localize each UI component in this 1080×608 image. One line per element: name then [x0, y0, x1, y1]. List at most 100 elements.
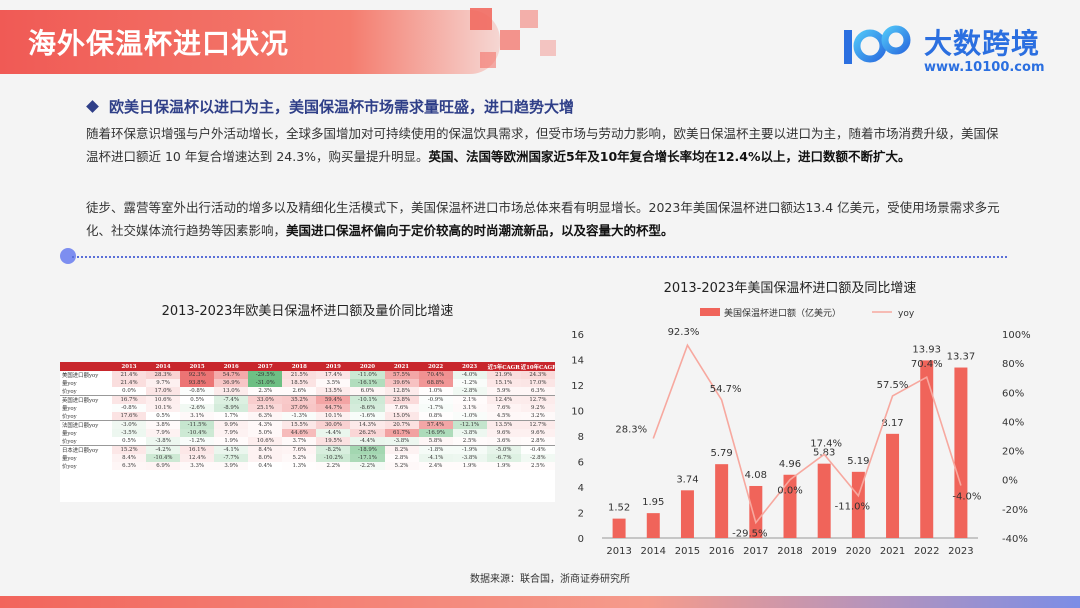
table-cell: 17.4% [316, 371, 351, 379]
table-cell: 33.0% [248, 395, 283, 404]
footer-bar [0, 596, 1080, 608]
bar-data-label: 5.79 [711, 448, 733, 459]
table-cell: 7.9% [214, 429, 249, 437]
x-axis-tick-label: 2016 [709, 546, 734, 557]
legend-bar-label: 美国保温杯进口额（亿美元） [724, 307, 841, 319]
bar [920, 360, 934, 538]
bar [646, 513, 660, 538]
table-cell: -0.8% [189, 388, 205, 394]
x-axis-tick-label: 2013 [606, 546, 631, 557]
table-cell: 54.7% [214, 371, 249, 379]
paragraph-1: 随着环保意识增强与户外活动增长，全球多国增加对可持续使用的保温饮具需求，但受市场… [86, 122, 1006, 168]
bar-data-label: 4.08 [745, 470, 767, 481]
table-row: 量yoy 8.4% -10.4% 12.4% -7.7% 8.0% 5.2% -10.2% -1… [60, 454, 555, 462]
growth-data-table: 2013 2014 2015 2016 2017 2018 2019 2020 2021 2022… [60, 362, 555, 470]
table-cell: 3.9% [214, 462, 248, 470]
y-axis-tick-label: 12 [571, 381, 584, 392]
paragraph-1-highlight: 英国、法国等欧洲国家近5年及10年复合增长率均在12.4%以上，进口数额不断扩大… [428, 149, 911, 164]
table-cell: -0.9% [418, 395, 453, 404]
table-cell: 6.3% [520, 387, 555, 396]
table-cell: 7.6% [282, 445, 317, 454]
table-header-cell: 2023 [452, 362, 487, 371]
table-cell: 24.3% [520, 371, 555, 379]
table-cell: -6.7% [486, 454, 521, 462]
legend-line-label: yoy [898, 309, 915, 319]
bar [715, 464, 729, 538]
table-cell: 9.9% [214, 420, 249, 429]
table-cell: -16.1% [350, 379, 385, 387]
yoy-data-label: 70.4% [911, 359, 943, 370]
table-cell: 21.4% [112, 379, 147, 387]
table-cell: 2.4% [428, 463, 443, 469]
table-row-header: 量yoy [62, 431, 77, 437]
paragraph-2-text: 徒步、露营等室外出行活动的增多以及精细化生活模式下，美国保温杯进口市场总体来看有… [86, 200, 1000, 238]
table-cell: -4.1% [418, 454, 453, 462]
y2-axis-tick-label: 100% [1002, 330, 1031, 341]
table-cell: 8.0% [248, 454, 283, 462]
table-cell: 12.4% [486, 395, 521, 404]
table-cell: 4.5% [486, 412, 521, 421]
chart-title: 2013-2023年美国保温杯进口额及同比增速 [663, 281, 917, 296]
table-cell: 44.6% [282, 429, 317, 437]
table-cell: -4.4% [350, 437, 385, 446]
table-cell: 8.4% [112, 454, 147, 462]
bar-data-label: 5.19 [847, 456, 869, 467]
table-cell: 10.6% [146, 395, 181, 404]
table-cell: 16.7% [112, 395, 147, 404]
divider-dot [60, 248, 76, 264]
x-axis-tick-label: 2021 [880, 546, 905, 557]
table-cell: 17.6% [112, 412, 147, 421]
growth-table: 2013 2014 2015 2016 2017 2018 2019 2020 2021 2022… [60, 362, 555, 502]
table-cell: 13.0% [214, 387, 249, 396]
table-cell: -8.6% [350, 404, 385, 412]
table-cell: 30.0% [316, 420, 351, 429]
table-row: 价yoy 17.6% 0.5% 3.1% 1.7% 6.3% -1.3% 10.1% -1.6%… [60, 412, 555, 421]
table-cell: 21.5% [282, 371, 317, 379]
table-cell: -16.9% [418, 429, 453, 437]
table-row-header: 英国进口额yoy [60, 395, 112, 404]
table-cell: 3.3% [180, 462, 214, 470]
table-cell: 23.8% [384, 395, 419, 404]
table-cell: -12.1% [452, 420, 487, 429]
table-row-header: 日本进口额yoy [60, 445, 112, 454]
y-axis-tick-label: 4 [578, 483, 584, 494]
table-cell: 17.0% [146, 387, 181, 396]
table-cell: -3.5% [112, 429, 147, 437]
decor-pixel [480, 52, 496, 68]
section-heading: 欧美日保温杯以进口为主，美国保温杯市场需求量旺盛，进口趋势大增 [86, 96, 574, 117]
legend-bar-swatch [700, 308, 720, 316]
table-row: 量yoy 21.4% 9.7% 93.8% 36.9% -31.0% 18.5% 3.5% -1… [60, 379, 555, 387]
table-cell: -1.9% [452, 445, 487, 454]
table-header-cell: 2020 [350, 362, 385, 371]
table-row-header: 美国进口额yoy [62, 373, 99, 379]
table-cell: -4.2% [146, 445, 181, 454]
table-cell: -8.9% [214, 404, 249, 412]
table-cell: 1.9% [462, 463, 477, 469]
table-cell: 3.1% [453, 404, 487, 412]
table-cell: 5.2% [282, 454, 317, 462]
bar-data-label: 1.95 [642, 497, 664, 508]
y2-axis-tick-label: 0% [1002, 476, 1018, 487]
bar [680, 490, 694, 538]
table-cell: 36.9% [214, 379, 249, 387]
table-cell: 1.0% [428, 388, 443, 394]
decor-pixel [500, 30, 520, 50]
table-cell: -10.4% [180, 429, 215, 437]
table-row: 量yoy -0.8% 10.1% -2.6% -8.9% 25.1% 37.0% 44.7% -… [60, 404, 555, 412]
table-cell: 10.1% [146, 404, 181, 412]
y2-axis-tick-label: -40% [1002, 534, 1028, 545]
yoy-data-label: 57.5% [877, 380, 909, 391]
table-cell: -3.8% [384, 437, 419, 446]
table-cell: 59.4% [316, 395, 351, 404]
table-cell: -0.4% [520, 445, 555, 454]
table-cell: -1.2% [453, 379, 487, 387]
x-axis-tick-label: 2023 [948, 546, 973, 557]
yoy-data-label: -11.0% [835, 502, 870, 513]
table-cell: 2.5% [462, 438, 477, 444]
table-cell: 6.0% [350, 387, 385, 396]
table-cell: -4.0% [452, 371, 487, 379]
table-cell: 57.5% [384, 371, 419, 379]
table-cell: 70.4% [418, 371, 453, 379]
table-cell: 6.9% [146, 462, 181, 470]
table-cell: 3.6% [487, 437, 521, 446]
